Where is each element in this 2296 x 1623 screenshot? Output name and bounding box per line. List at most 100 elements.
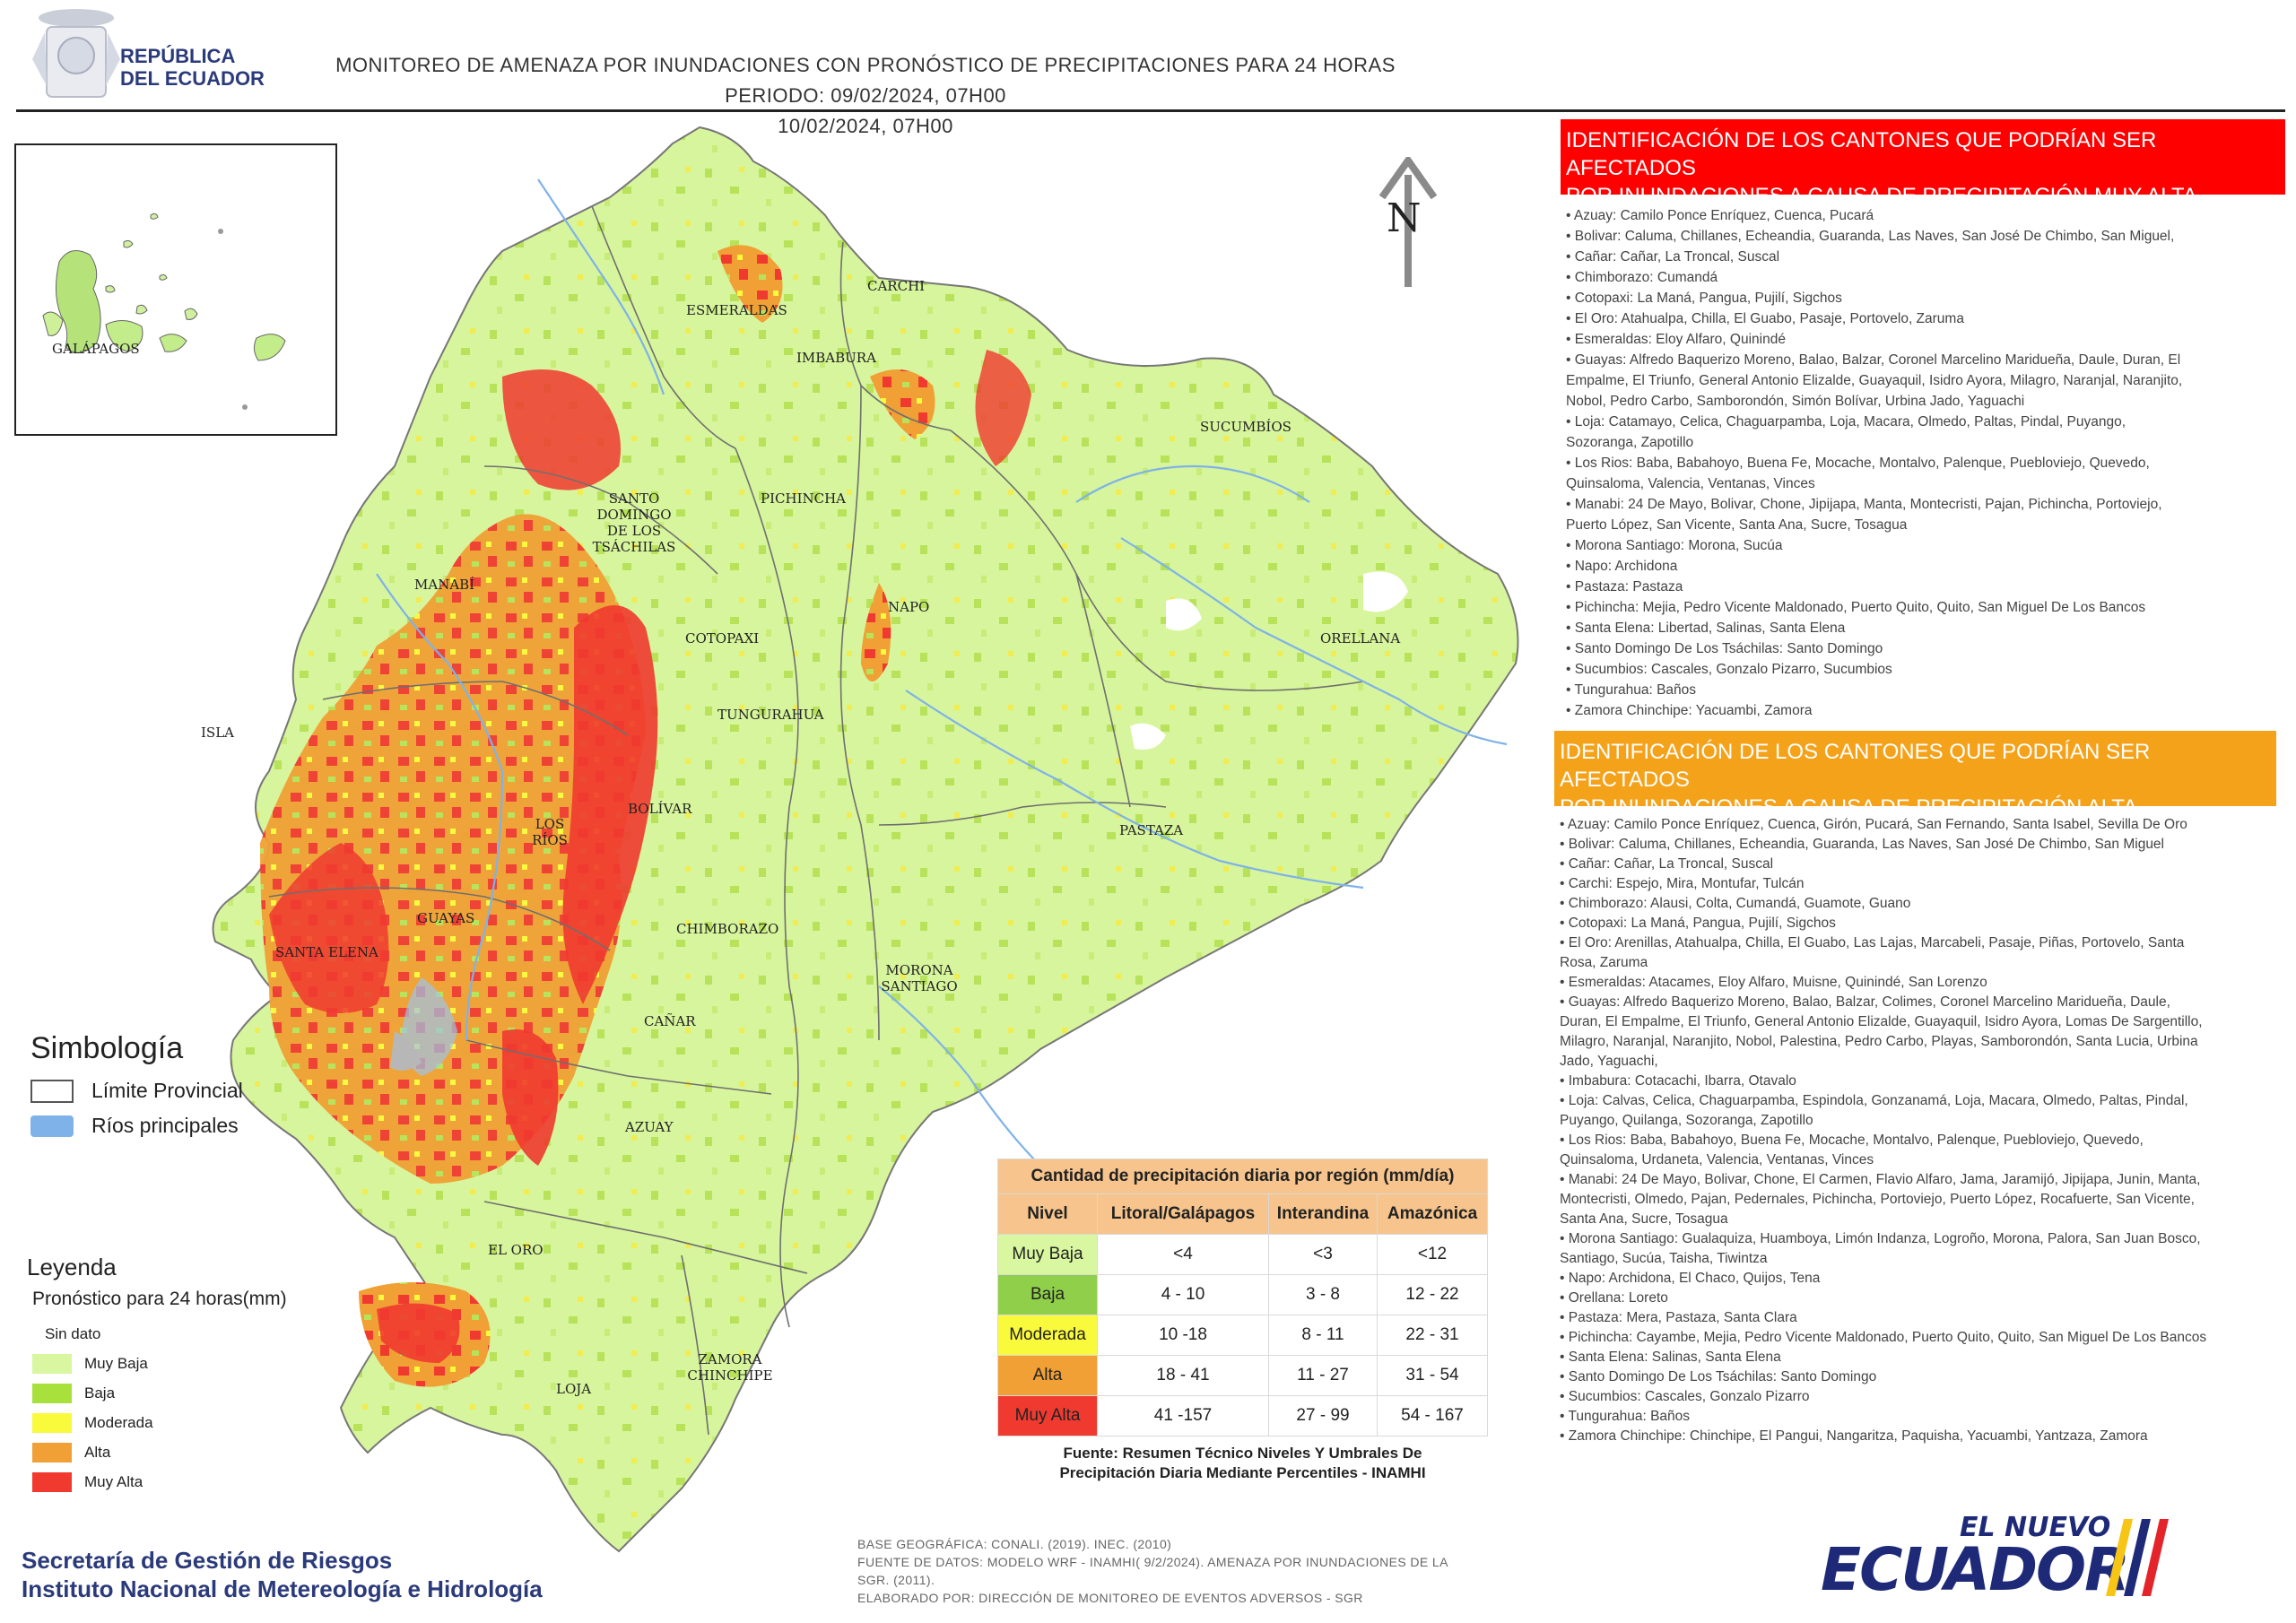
brand-stripes-icon (2106, 1519, 2169, 1596)
legend-label: Muy Baja (84, 1354, 148, 1372)
canton-list-item: • Loja: Calvas, Celica, Chaguarpamba, Es… (1560, 1093, 2188, 1108)
canton-list-item: Duran, El Empalme, El Triunfo, General A… (1560, 1014, 2203, 1029)
canton-list-item: • Cotopaxi: La Maná, Pangua, Pujilí, Sig… (1566, 291, 1842, 306)
table-source-line1: Fuente: Resumen Técnico Niveles Y Umbral… (1063, 1445, 1422, 1462)
galapagos-map (42, 213, 286, 410)
canton-list-item: Puerto López, San Vicente, Santa Ana, Su… (1566, 517, 1908, 533)
swatch-moderada (32, 1412, 72, 1433)
canton-list-item: • Carchi: Espejo, Mira, Montufar, Tulcán (1560, 876, 1805, 891)
label-cotopaxi: COTOPAXI (685, 630, 760, 647)
canton-list-item: • Chimborazo: Alausi, Colta, Cumandá, Gu… (1560, 896, 1911, 911)
legend-label: Baja (84, 1384, 116, 1402)
table-title: Cantidad de precipitación diaria por reg… (997, 1159, 1488, 1194)
canton-list-item: • Morona Santiago: Gualaquiza, Huamboya,… (1560, 1231, 2201, 1246)
el-nuevo-ecuador-logo: EL NUEVO ECUADOR (1821, 1505, 2179, 1604)
canton-list-item: • Pichincha: Mejia, Pedro Vicente Maldon… (1566, 600, 2146, 615)
swatch-baja (32, 1383, 72, 1403)
canton-list-item: • Bolivar: Caluma, Chillanes, Echeandia,… (1560, 837, 2165, 852)
province-boundaries (268, 205, 1364, 1436)
legend-item-muy-alta: Muy Alta (32, 1467, 287, 1497)
muy-alta-heading-line2: POR INUNDACIONES A CAUSA DE PRECIPITACIÓ… (1566, 184, 2197, 208)
canton-list-item: • Cañar: Cañar, La Troncal, Suscal (1560, 856, 1774, 872)
cell-nivel: Alta (997, 1355, 1098, 1396)
coat-of-arms-logo (27, 5, 126, 106)
alta-heading-line1: IDENTIFICACIÓN DE LOS CANTONES QUE PODRÍ… (1560, 740, 2151, 792)
label-santa-elena: SANTA ELENA (275, 944, 378, 960)
muy-alta-panel: IDENTIFICACIÓN DE LOS CANTONES QUE PODRÍ… (1561, 119, 2285, 721)
canton-list-item: • Santo Domingo De Los Tsáchilas: Santo … (1566, 641, 1883, 656)
canton-list-item: • Manabi: 24 De Mayo, Bolivar, Chone, Ji… (1566, 497, 2162, 512)
label-pastaza: PASTAZA (1119, 822, 1184, 838)
legend-item-muy-baja: Muy Baja (32, 1349, 287, 1378)
canton-list-item: Quinsaloma, Urdaneta, Valencia, Ventanas… (1560, 1152, 1874, 1167)
canton-list-item: • Cotopaxi: La Maná, Pangua, Pujilí, Sig… (1560, 916, 1836, 931)
label-bolivar: BOLÍVAR (628, 801, 692, 817)
canton-list-item: • Santo Domingo De Los Tsáchilas: Santo … (1560, 1369, 1877, 1384)
cell-amazonica: 22 - 31 (1377, 1315, 1488, 1356)
symbology: Simbología Límite Provincial Ríos princi… (30, 1031, 243, 1138)
data-source-line: BASE GEOGRÁFICA: CONALI. (2019). INEC. (… (857, 1537, 1172, 1551)
swatch-muy-alta (32, 1471, 72, 1492)
page-title: MONITOREO DE AMENAZA POR INUNDACIONES CO… (305, 50, 1426, 142)
title-line1: MONITOREO DE AMENAZA POR INUNDACIONES CO… (335, 54, 1396, 107)
legend-subtitle: Pronóstico para 24 horas(mm) (32, 1289, 287, 1309)
muy-alta-heading-line1: IDENTIFICACIÓN DE LOS CANTONES QUE PODRÍ… (1566, 128, 2157, 180)
canton-list-item: • Chimborazo: Cumandá (1566, 270, 1718, 285)
alta-heading: IDENTIFICACIÓN DE LOS CANTONES QUE PODRÍ… (1554, 731, 2276, 820)
north-arrow-icon (1377, 154, 1439, 291)
data-sources: BASE GEOGRÁFICA: CONALI. (2019). INEC. (… (857, 1535, 1503, 1607)
label-pichincha: PICHINCHA (761, 490, 847, 507)
canton-list-item: • Santa Elena: Salinas, Santa Elena (1560, 1350, 1781, 1365)
cell-litoral: 4 - 10 (1097, 1274, 1269, 1315)
canton-list-item: • Santa Elena: Libertad, Salinas, Santa … (1566, 621, 1846, 636)
footer-org-line2: Instituto Nacional de Metereología e Hid… (22, 1575, 543, 1602)
ecuador-map (212, 126, 1519, 1553)
canton-list-item: Nobol, Pedro Carbo, Samborondón, Simón B… (1566, 394, 2025, 409)
label-orellana: ORELLANA (1320, 630, 1401, 647)
cell-litoral: 18 - 41 (1097, 1355, 1269, 1396)
title-line2: 10/02/2024, 07H00 (778, 115, 953, 137)
canton-list-item: • Guayas: Alfredo Baquerizo Moreno, Bala… (1560, 994, 2170, 1010)
footer-org-line1: Secretaría de Gestión de Riesgos (22, 1547, 393, 1574)
label-isla: ISLA (201, 725, 234, 741)
muy-alta-canton-list: • Azuay: Camilo Ponce Enríquez, Cuenca, … (1566, 205, 2285, 721)
label-guayas: GUAYAS (417, 910, 475, 926)
label-morona-santiago: MORONA SANTIAGO (881, 962, 958, 994)
canton-list-item: Puyango, Quilanga, Sozoranga, Zapotillo (1560, 1113, 1813, 1128)
canton-list-item: Quinsaloma, Valencia, Ventanas, Vinces (1566, 476, 1815, 491)
cell-litoral: <4 (1097, 1234, 1269, 1275)
canton-list-item: • Esmeraldas: Eloy Alfaro, Quinindé (1566, 332, 1786, 347)
symbology-label: Ríos principales (91, 1114, 239, 1137)
legend-label: Alta (84, 1443, 111, 1461)
canton-list-item: • Bolivar: Caluma, Chillanes, Echeandia,… (1566, 229, 2175, 244)
legend-label: Muy Alta (84, 1472, 144, 1490)
alta-heading-line2: POR INUNDACIONES A CAUSA DE PRECIPITACIÓ… (1560, 795, 2138, 820)
canton-list-item: • Orellana: Loreto (1560, 1290, 1668, 1306)
label-canar: CAÑAR (644, 1013, 696, 1029)
canton-list-item: • Manabi: 24 De Mayo, Bolivar, Chone, El… (1560, 1172, 2201, 1187)
legend-item-moderada: Moderada (32, 1408, 287, 1437)
canton-list-item: • Azuay: Camilo Ponce Enríquez, Cuenca, … (1566, 208, 1874, 223)
canton-list-item: Empalme, El Triunfo, General Antonio Eli… (1566, 373, 2183, 388)
label-azuay: AZUAY (625, 1119, 674, 1135)
table-row: Muy Alta 41 -157 27 - 99 54 - 167 (997, 1395, 1488, 1436)
cell-litoral: 41 -157 (1097, 1395, 1269, 1436)
label-esmeraldas: ESMERALDAS (686, 302, 787, 318)
symbology-title: Simbología (30, 1031, 184, 1065)
legend-item-baja: Baja (32, 1378, 287, 1408)
table-source-line2: Precipitación Diaria Mediante Percentile… (1059, 1464, 1426, 1481)
canton-list-item: • Napo: Archidona (1566, 559, 1678, 574)
table-header-litoral: Litoral/Galápagos (1097, 1193, 1269, 1235)
label-imbabura: IMBABURA (796, 350, 876, 366)
header-divider (16, 109, 2285, 112)
canton-list-item: • Zamora Chinchipe: Chinchipe, El Pangui… (1560, 1428, 2148, 1444)
legend-item-alta: Alta (32, 1437, 287, 1467)
country-line1: REPÚBLICA (120, 45, 236, 67)
label-sucumbios: SUCUMBÍOS (1200, 419, 1292, 435)
label-carchi: CARCHI (867, 278, 926, 294)
canton-list-item: • Pichincha: Cayambe, Mejia, Pedro Vicen… (1560, 1330, 2207, 1345)
table-header-amazonica: Amazónica (1377, 1193, 1488, 1235)
table-header-interandina: Interandina (1268, 1193, 1378, 1235)
muy-alta-heading: IDENTIFICACIÓN DE LOS CANTONES QUE PODRÍ… (1561, 119, 2285, 208)
river-swatch (30, 1115, 74, 1137)
